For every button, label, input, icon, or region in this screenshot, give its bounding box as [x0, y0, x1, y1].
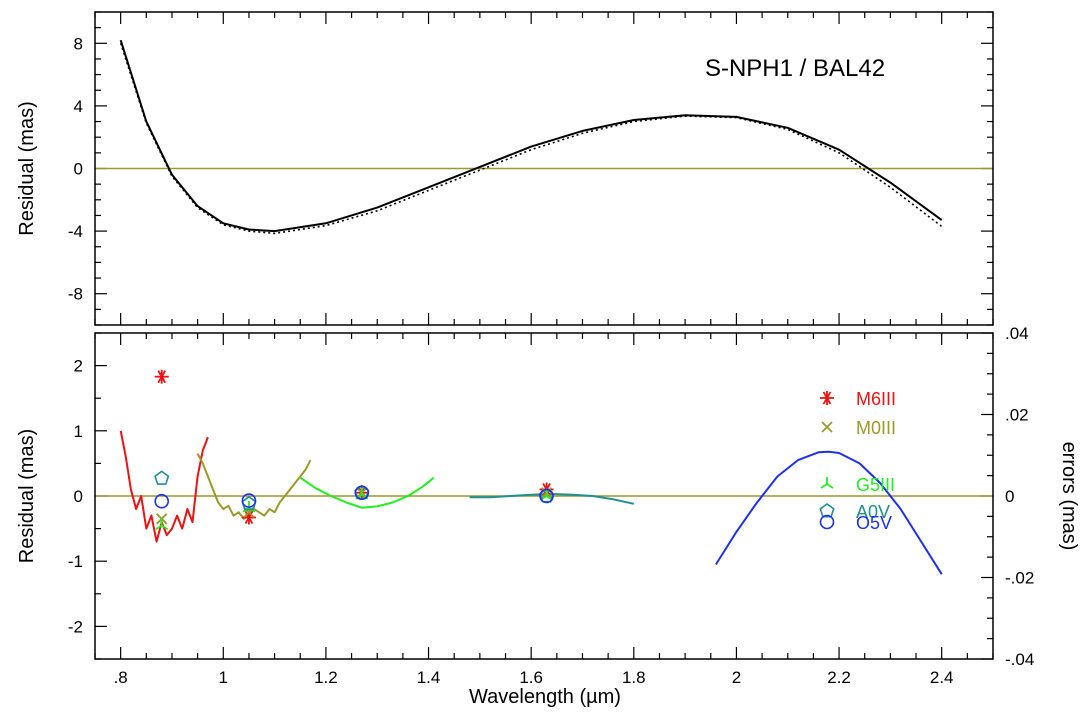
- top-y-tick-label: 4: [74, 97, 83, 116]
- bottom-y-tick-label: 1: [74, 422, 83, 441]
- data-marker-circle: [539, 488, 554, 504]
- legend-marker-tri: [820, 477, 834, 489]
- data-marker-pentagon: [241, 495, 257, 511]
- x-tick-label: 2.2: [827, 668, 851, 687]
- legend-marker-circle-shape: [819, 514, 835, 530]
- legend-marker-star: [820, 391, 834, 405]
- data-marker-tri-stroke: [155, 524, 163, 531]
- legend-marker-pentagon-shape: [819, 503, 835, 518]
- data-marker-circle-shape: [539, 488, 554, 504]
- data-marker-circle-shape: [154, 493, 170, 509]
- x-tick-label: 1.2: [314, 668, 338, 687]
- legend-marker-pentagon: [819, 503, 835, 518]
- legend-label-m0iii: M0III: [856, 418, 896, 438]
- bottom-y2-tick-label: .04: [1005, 324, 1029, 343]
- bottom-y-tick-label: -2: [68, 617, 83, 636]
- top-y-tick-label: 8: [74, 34, 83, 53]
- bottom-y2-tick-label: -.02: [1005, 569, 1034, 588]
- data-marker-circle: [241, 493, 257, 508]
- bottom-y-tick-label: 0: [74, 487, 83, 506]
- top-y-tick-label: 0: [74, 160, 83, 179]
- bottom-panel: Residual (mas) errors (mas) Wavelength (…: [16, 324, 1080, 708]
- legend-marker-tri-stroke: [820, 483, 828, 489]
- legend-label-m6iii: M6III: [856, 389, 896, 409]
- top-y-axis-label: Residual (mas): [16, 101, 38, 235]
- legend-label-o5v: O5V: [856, 513, 892, 533]
- error-curve-0: [119, 430, 209, 543]
- top-series-line-solid: [119, 39, 943, 233]
- top-panel: S-NPH1 / BAL42 Residual (mas) 8 4 0 -4 -8: [16, 11, 994, 326]
- top-series-line-dotted: [119, 43, 943, 235]
- legend-marker-circle: [819, 514, 835, 530]
- x-tick-label: 1.6: [519, 668, 543, 687]
- legend-label-g5iii: G5III: [856, 475, 895, 495]
- bottom-panel-frame: [94, 332, 994, 660]
- data-marker-circle: [154, 493, 170, 509]
- top-y-tick-label: -8: [68, 285, 83, 304]
- x-tick-label: .8: [114, 668, 128, 687]
- x-tick-label: 1: [219, 668, 228, 687]
- error-curve-2: [299, 476, 435, 509]
- legend-marker-tri-stroke: [826, 483, 834, 489]
- data-marker-circle-shape: [241, 493, 257, 508]
- bottom-y2-tick-label: 0: [1005, 487, 1014, 506]
- data-marker-tri: [155, 518, 169, 531]
- legend-marker-x-stroke: [821, 421, 833, 433]
- bottom-y2-axis-label: errors (mas): [1058, 442, 1080, 551]
- error-curve-3: [469, 493, 635, 505]
- data-marker-pentagon: [154, 470, 170, 485]
- data-marker-star: [154, 369, 169, 384]
- top-panel-frame: [94, 11, 994, 326]
- x-tick-label: 1.4: [417, 668, 441, 687]
- data-marker-pentagon-shape: [154, 470, 170, 485]
- top-y-tick-label: -4: [68, 222, 83, 241]
- legend-marker-x: [821, 421, 833, 433]
- bottom-y2-tick-label: .02: [1005, 406, 1029, 425]
- data-marker-tri-stroke: [161, 524, 169, 531]
- bottom-y-tick-label: -1: [68, 552, 83, 571]
- data-marker-pentagon-shape: [241, 495, 257, 511]
- bottom-y-tick-label: 2: [74, 357, 83, 376]
- x-axis-label: Wavelength (µm): [469, 686, 621, 708]
- x-tick-label: 1.8: [622, 668, 646, 687]
- bottom-y-axis-label: Residual (mas): [16, 429, 38, 563]
- data-marker-circle: [354, 485, 370, 501]
- legend-label-a0v: A0V: [856, 502, 890, 522]
- data-marker-circle-shape: [354, 485, 370, 501]
- error-curve-4: [715, 450, 943, 575]
- chart-title: S-NPH1 / BAL42: [705, 55, 885, 82]
- x-tick-label: 2: [732, 668, 741, 687]
- x-tick-label: 2.4: [930, 668, 954, 687]
- bottom-y2-tick-label: -.04: [1005, 650, 1034, 669]
